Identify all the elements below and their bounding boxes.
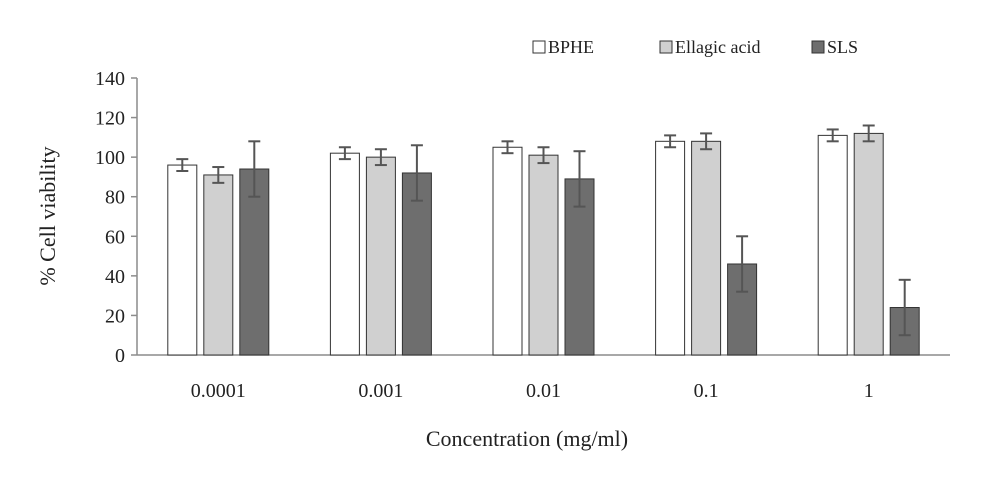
x-tick-label: 0.0001 (191, 380, 246, 402)
x-tick-label: 0.001 (358, 380, 403, 402)
bar (365, 156, 396, 356)
y-tick-label: 20 (105, 305, 125, 327)
bar (492, 146, 523, 356)
bar (203, 174, 234, 356)
y-tick-label: 140 (95, 68, 125, 90)
x-tick-label: 0.01 (526, 380, 561, 402)
bar (853, 132, 884, 356)
x-tick-label: 1 (864, 380, 874, 402)
bar (564, 178, 595, 356)
legend-swatch (811, 40, 825, 54)
legend-label: BPHE (548, 37, 594, 57)
error-bars (176, 124, 911, 337)
y-tick-label: 40 (105, 266, 125, 288)
tick-labels: 0 20 40 60 80 100 120 140 0.0001 0.001 0.01 0.1 1 (95, 68, 874, 402)
y-tick-label: 80 (105, 187, 125, 209)
legend-label: Ellagic acid (675, 37, 760, 57)
bar (691, 140, 722, 356)
bar (329, 152, 360, 356)
y-tick-label: 0 (115, 345, 125, 367)
y-axis-title: % Cell viability (35, 146, 60, 285)
bar (528, 154, 559, 356)
bar (167, 164, 198, 356)
x-tick-label: 0.1 (694, 380, 719, 402)
bar (655, 140, 686, 356)
legend-swatch (532, 40, 546, 54)
bars (167, 132, 920, 356)
legend: BPHE Ellagic acid SLS (532, 37, 858, 57)
legend-label: SLS (827, 37, 858, 57)
y-tick-label: 60 (105, 226, 125, 248)
y-tick-label: 100 (95, 147, 125, 169)
bar (817, 134, 848, 356)
y-tick-label: 120 (95, 108, 125, 130)
legend-swatch (659, 40, 673, 54)
x-axis-title: Concentration (mg/ml) (426, 426, 628, 451)
bar (401, 172, 432, 356)
